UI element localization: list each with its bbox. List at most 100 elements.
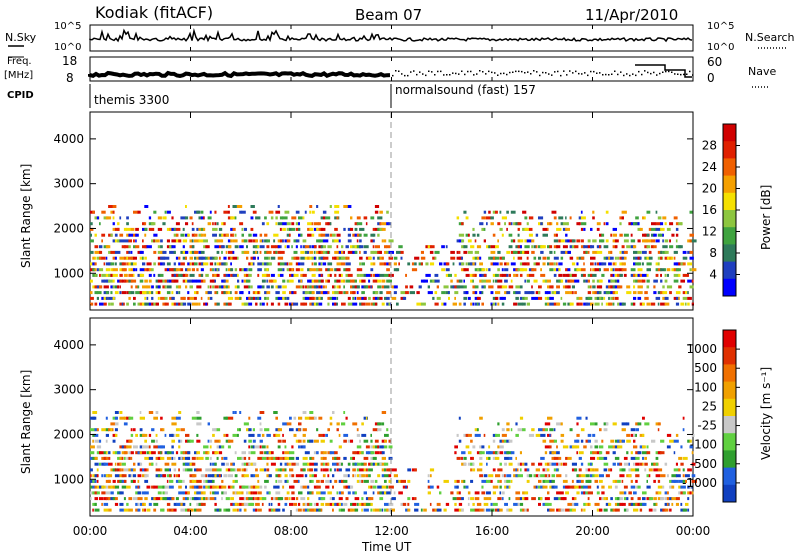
heatmap-cell bbox=[94, 433, 99, 437]
heatmap-cell bbox=[526, 474, 531, 478]
heatmap-cell bbox=[227, 256, 231, 260]
heatmap-cell bbox=[327, 474, 330, 478]
heatmap-cell bbox=[250, 445, 255, 449]
heatmap-cell bbox=[439, 262, 443, 266]
heatmap-cell bbox=[571, 273, 577, 277]
heatmap-cell bbox=[329, 479, 332, 483]
nave-point bbox=[689, 70, 691, 73]
heatmap-cell bbox=[411, 262, 415, 266]
heatmap-cell bbox=[171, 445, 174, 449]
heatmap-cell bbox=[623, 456, 628, 460]
nave-point bbox=[476, 73, 478, 75]
heatmap-cell bbox=[205, 468, 211, 472]
heatmap-cell bbox=[90, 445, 95, 449]
heatmap-cell bbox=[639, 462, 643, 466]
heatmap-cell bbox=[365, 451, 369, 455]
heatmap-cell bbox=[322, 250, 325, 254]
heatmap-cell bbox=[282, 439, 286, 443]
heatmap-cell bbox=[350, 508, 353, 512]
heatmap-cell bbox=[218, 445, 222, 449]
heatmap-cell bbox=[497, 497, 502, 501]
heatmap-cell bbox=[402, 502, 407, 506]
heatmap-cell bbox=[429, 262, 435, 266]
heatmap-cell bbox=[492, 273, 498, 277]
heatmap-cell bbox=[275, 479, 278, 483]
heatmap-cell bbox=[363, 456, 369, 460]
heatmap-cell bbox=[467, 491, 471, 495]
heatmap-cell bbox=[148, 451, 153, 455]
heatmap-cell bbox=[110, 262, 115, 266]
heatmap-cell bbox=[103, 451, 108, 455]
heatmap-cell bbox=[284, 479, 288, 483]
heatmap-cell bbox=[309, 291, 314, 295]
nave-point bbox=[638, 70, 640, 73]
heatmap-cell bbox=[325, 216, 331, 220]
heatmap-cell bbox=[221, 245, 225, 249]
heatmap-cell bbox=[302, 485, 307, 489]
heatmap-cell bbox=[356, 273, 359, 277]
heatmap-cell bbox=[691, 491, 694, 495]
heatmap-cell bbox=[94, 456, 98, 460]
heatmap-cell bbox=[239, 268, 242, 272]
heatmap-cell bbox=[203, 491, 206, 495]
heatmap-cell bbox=[666, 474, 669, 478]
heatmap-cell bbox=[336, 233, 340, 237]
heatmap-cell bbox=[268, 210, 274, 214]
heatmap-cell bbox=[128, 291, 132, 295]
heatmap-cell bbox=[551, 462, 557, 466]
heatmap-cell bbox=[384, 285, 390, 289]
heatmap-cell bbox=[377, 296, 380, 300]
heatmap-cell bbox=[101, 239, 103, 243]
heatmap-cell bbox=[377, 222, 381, 226]
heatmap-cell bbox=[277, 445, 281, 449]
heatmap-cell bbox=[334, 285, 336, 289]
heatmap-cell bbox=[574, 245, 579, 249]
heatmap-cell bbox=[599, 245, 601, 249]
heatmap-cell bbox=[576, 222, 580, 226]
heatmap-cell bbox=[626, 285, 631, 289]
heatmap-cell bbox=[277, 456, 280, 460]
heatmap-cell bbox=[488, 210, 491, 214]
heatmap-cell bbox=[614, 485, 618, 489]
heatmap-cell bbox=[621, 245, 625, 249]
heatmap-cell bbox=[117, 285, 119, 289]
nave-point bbox=[647, 71, 649, 74]
heatmap-cell bbox=[633, 245, 637, 249]
heatmap-cell bbox=[223, 222, 226, 226]
heatmap-cell bbox=[166, 456, 172, 460]
heatmap-cell bbox=[212, 474, 217, 478]
heatmap-cell bbox=[94, 256, 97, 260]
heatmap-cell bbox=[178, 491, 184, 495]
heatmap-cell bbox=[175, 222, 180, 226]
heatmap-cell bbox=[119, 233, 124, 237]
heatmap-cell bbox=[270, 245, 276, 249]
heatmap-cell bbox=[675, 497, 680, 501]
heatmap-cell bbox=[325, 285, 327, 289]
heatmap-cell bbox=[423, 508, 427, 512]
heatmap-cell bbox=[508, 508, 513, 512]
nave-point bbox=[632, 73, 634, 75]
heatmap-cell bbox=[200, 296, 203, 300]
heatmap-cell bbox=[155, 302, 159, 306]
heatmap-cell bbox=[284, 239, 289, 243]
heatmap-cell bbox=[490, 245, 496, 249]
heatmap-cell bbox=[225, 497, 230, 501]
heatmap-cell bbox=[139, 250, 144, 254]
heatmap-cell bbox=[630, 268, 636, 272]
y-tick-label: 3000 bbox=[53, 383, 84, 397]
heatmap-cell bbox=[286, 262, 289, 266]
nave-point bbox=[488, 70, 490, 73]
heatmap-cell bbox=[282, 291, 286, 295]
heatmap-cell bbox=[105, 479, 111, 483]
heatmap-cell bbox=[268, 502, 271, 506]
heatmap-cell bbox=[657, 250, 663, 254]
heatmap-cell bbox=[318, 245, 323, 249]
heatmap-cell bbox=[467, 239, 472, 243]
heatmap-cell bbox=[365, 468, 368, 472]
heatmap-cell bbox=[492, 262, 496, 266]
heatmap-cell bbox=[605, 291, 611, 295]
heatmap-cell bbox=[187, 268, 191, 272]
heatmap-cell bbox=[164, 296, 168, 300]
heatmap-cell bbox=[203, 239, 208, 243]
nave-point bbox=[464, 73, 466, 76]
